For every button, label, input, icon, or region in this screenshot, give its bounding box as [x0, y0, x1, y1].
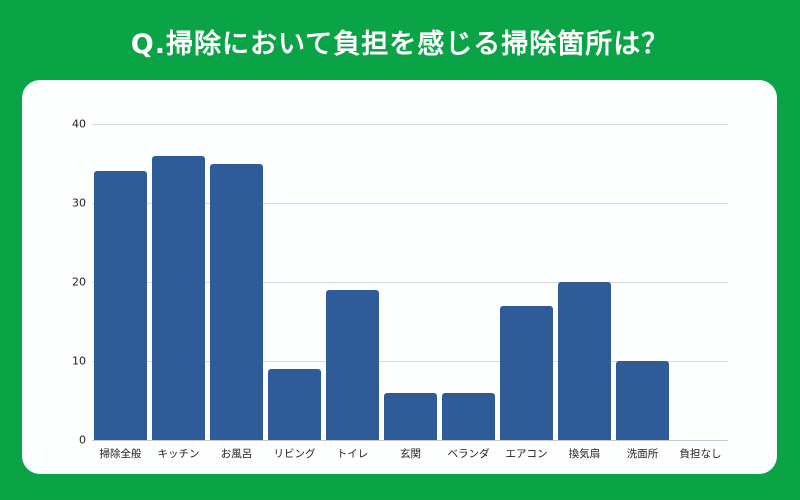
y-axis-tick-label: 0 [79, 433, 86, 447]
gridline [92, 282, 728, 283]
x-axis-category-label: 換気扇 [568, 448, 601, 460]
bar [152, 155, 205, 440]
x-axis-category-label: エアコン [505, 448, 548, 460]
bar [94, 171, 147, 440]
gridline [92, 440, 728, 441]
x-axis-category-label: 掃除全般 [99, 448, 142, 460]
bar [210, 163, 263, 440]
y-axis-tick-label: 40 [72, 117, 86, 131]
x-axis-category-label: お風呂 [220, 448, 253, 460]
bar [384, 392, 437, 440]
x-axis-category-label: 洗面所 [626, 448, 659, 460]
bar [500, 305, 553, 440]
y-axis-tick-label: 30 [72, 196, 86, 210]
bar [326, 289, 379, 440]
gridline [92, 361, 728, 362]
y-axis-tick-label: 10 [72, 354, 86, 368]
x-axis-category-label: キッチン [157, 448, 200, 460]
bar [558, 282, 611, 440]
gridline [92, 124, 728, 125]
bar [616, 361, 669, 440]
x-axis-category-label: 玄関 [400, 448, 421, 460]
gridline [92, 203, 728, 204]
x-axis-category-label: ベランダ [447, 448, 490, 460]
bar [442, 392, 495, 440]
bar [268, 368, 321, 440]
y-axis-tick-label: 20 [72, 275, 86, 289]
x-axis-category-label: トイレ [336, 448, 369, 460]
x-axis-category-label: 負担なし [679, 448, 722, 460]
chart-title: Q.掃除において負担を感じる掃除箇所は？ [130, 29, 670, 60]
x-axis-category-label: リビング [273, 448, 316, 460]
